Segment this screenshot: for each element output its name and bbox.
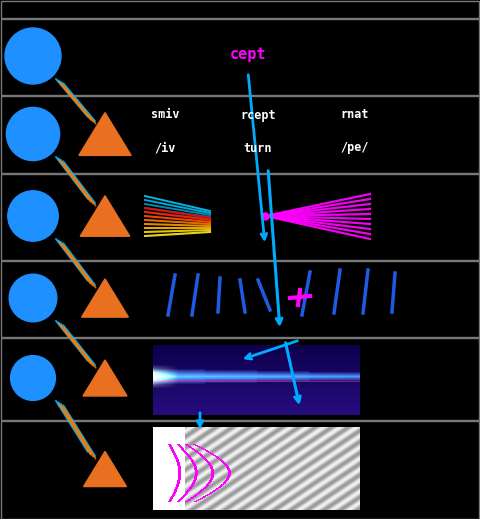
Text: turn: turn xyxy=(244,142,272,155)
Circle shape xyxy=(8,191,58,241)
Polygon shape xyxy=(84,452,126,486)
Text: /pe/: /pe/ xyxy=(341,142,369,155)
Polygon shape xyxy=(80,196,130,236)
Text: smiv: smiv xyxy=(151,108,179,121)
Bar xyxy=(1,174,479,260)
Circle shape xyxy=(9,274,57,322)
Bar xyxy=(1,421,479,519)
Bar xyxy=(1,19,479,95)
Text: cept: cept xyxy=(230,48,266,62)
Bar xyxy=(1,261,479,337)
Circle shape xyxy=(11,356,55,400)
Circle shape xyxy=(6,107,60,160)
Text: /iv: /iv xyxy=(154,142,176,155)
Polygon shape xyxy=(79,113,131,155)
Bar xyxy=(1,338,479,420)
Circle shape xyxy=(5,28,61,84)
Bar xyxy=(1,1,479,18)
Polygon shape xyxy=(82,279,128,317)
Text: rcept: rcept xyxy=(240,108,276,121)
Text: rnat: rnat xyxy=(341,108,369,121)
Bar xyxy=(1,96,479,173)
Polygon shape xyxy=(83,360,127,396)
